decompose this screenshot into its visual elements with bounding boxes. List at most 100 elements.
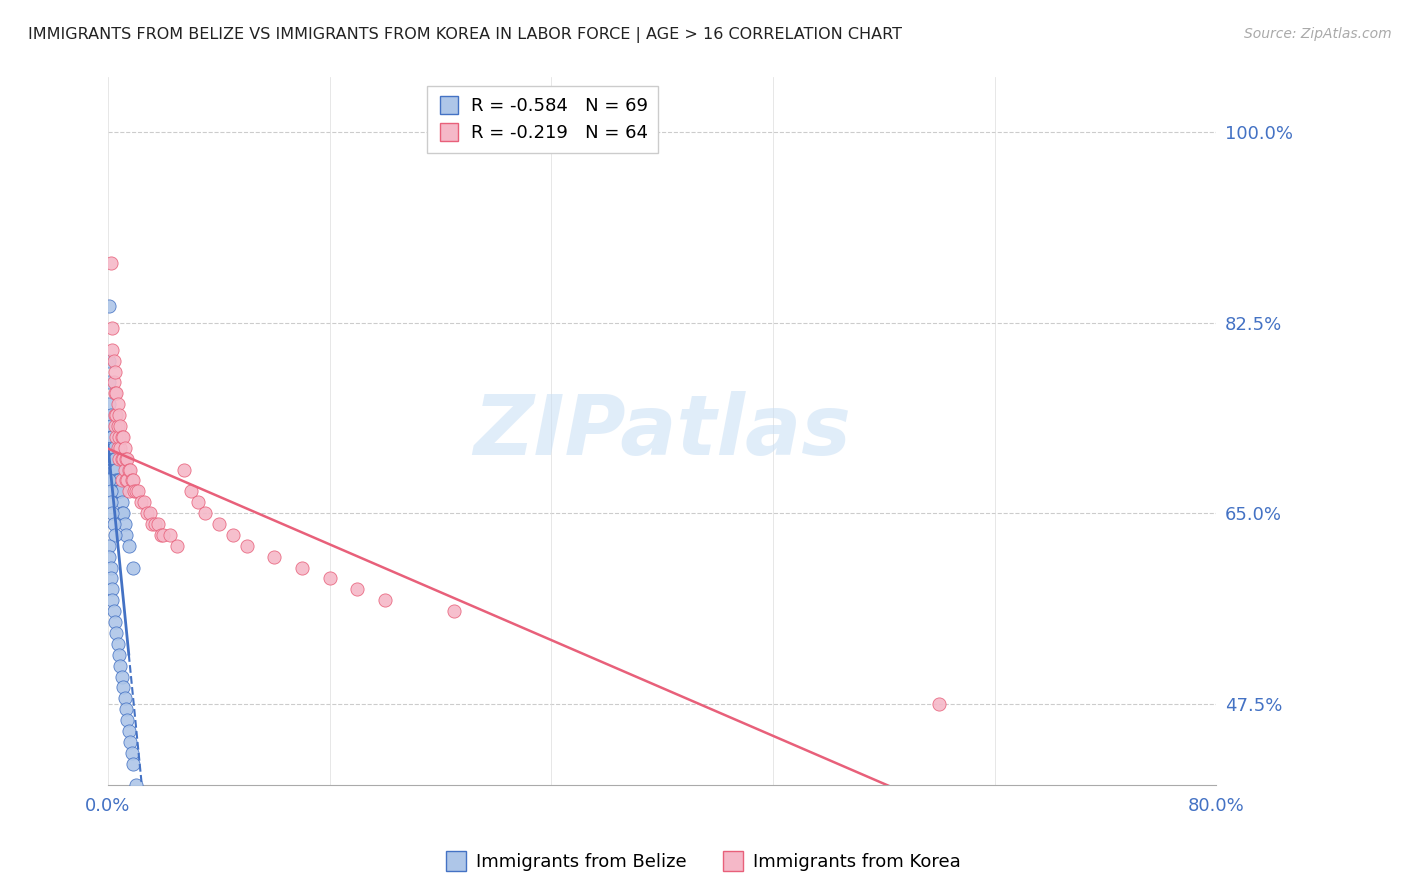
Point xyxy=(125,484,148,499)
Point xyxy=(173,462,195,476)
Point xyxy=(104,386,127,401)
Point xyxy=(146,516,169,531)
Point xyxy=(120,462,142,476)
Point xyxy=(100,255,122,269)
Point xyxy=(110,441,132,455)
Point xyxy=(107,441,129,455)
Point xyxy=(107,397,129,411)
Point xyxy=(114,516,136,531)
Point xyxy=(145,888,167,892)
Point xyxy=(105,430,128,444)
Point xyxy=(108,484,131,499)
Point xyxy=(98,539,121,553)
Point xyxy=(180,484,202,499)
Point xyxy=(291,560,314,574)
Point xyxy=(221,528,243,542)
Point xyxy=(194,506,217,520)
Point xyxy=(110,419,132,434)
Point xyxy=(118,484,141,499)
Point xyxy=(112,451,135,466)
Point xyxy=(108,474,131,488)
Point xyxy=(100,408,122,422)
Point xyxy=(135,506,157,520)
Point xyxy=(159,528,181,542)
Point xyxy=(100,441,122,455)
Point xyxy=(121,474,143,488)
Point xyxy=(112,681,135,695)
Point xyxy=(132,495,155,509)
Point xyxy=(101,506,124,520)
Point xyxy=(101,462,124,476)
Point xyxy=(104,615,127,629)
Point xyxy=(115,702,138,716)
Point xyxy=(105,386,128,401)
Point xyxy=(98,376,121,390)
Point xyxy=(235,539,257,553)
Point xyxy=(103,376,125,390)
Point xyxy=(105,474,128,488)
Point xyxy=(105,626,128,640)
Point xyxy=(131,822,153,836)
Point xyxy=(103,441,125,455)
Point xyxy=(103,353,125,368)
Point xyxy=(112,430,135,444)
Point xyxy=(117,713,139,727)
Point xyxy=(152,528,174,542)
Point xyxy=(103,474,125,488)
Point xyxy=(122,474,145,488)
Point xyxy=(104,408,127,422)
Point xyxy=(263,549,285,564)
Point xyxy=(98,299,121,313)
Point xyxy=(104,365,127,379)
Point xyxy=(208,516,231,531)
Point xyxy=(143,516,166,531)
Point xyxy=(101,593,124,607)
Point xyxy=(111,474,134,488)
Point xyxy=(125,779,148,793)
Point xyxy=(122,560,145,574)
Point xyxy=(124,484,146,499)
Point xyxy=(100,419,122,434)
Point xyxy=(101,343,124,357)
Point xyxy=(104,474,127,488)
Point xyxy=(111,430,134,444)
Point xyxy=(100,572,122,586)
Point xyxy=(108,451,131,466)
Point xyxy=(103,604,125,618)
Point xyxy=(115,451,138,466)
Point xyxy=(101,441,124,455)
Point xyxy=(100,451,122,466)
Point xyxy=(346,582,368,597)
Point xyxy=(105,408,128,422)
Point xyxy=(107,419,129,434)
Point xyxy=(107,484,129,499)
Point xyxy=(104,419,127,434)
Point xyxy=(115,528,138,542)
Point xyxy=(104,528,127,542)
Point xyxy=(149,528,172,542)
Point xyxy=(138,855,160,869)
Point xyxy=(98,549,121,564)
Point xyxy=(108,648,131,662)
Point xyxy=(98,474,121,488)
Point xyxy=(111,495,134,509)
Point xyxy=(100,462,122,476)
Point xyxy=(100,560,122,574)
Point xyxy=(318,572,340,586)
Point xyxy=(111,506,134,520)
Point xyxy=(443,604,465,618)
Point xyxy=(118,539,141,553)
Point xyxy=(129,495,152,509)
Point xyxy=(103,462,125,476)
Point xyxy=(108,430,131,444)
Point xyxy=(101,474,124,488)
Point xyxy=(928,697,950,711)
Point xyxy=(100,495,122,509)
Point xyxy=(114,691,136,706)
Point xyxy=(138,506,160,520)
Point xyxy=(111,451,134,466)
Point xyxy=(120,735,142,749)
Point xyxy=(98,353,121,368)
Point xyxy=(107,474,129,488)
Point xyxy=(166,539,188,553)
